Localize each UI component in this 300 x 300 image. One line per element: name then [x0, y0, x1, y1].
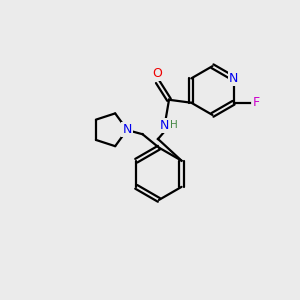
Text: N: N — [159, 119, 169, 132]
Text: H: H — [170, 120, 178, 130]
Text: F: F — [253, 96, 260, 109]
Text: O: O — [152, 68, 162, 80]
Text: N: N — [229, 72, 238, 85]
Text: N: N — [122, 123, 132, 136]
